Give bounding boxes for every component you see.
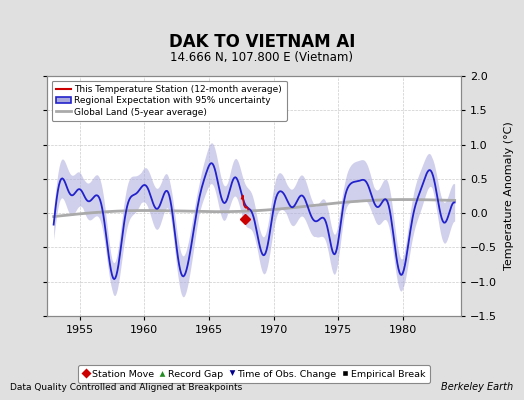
Text: Data Quality Controlled and Aligned at Breakpoints: Data Quality Controlled and Aligned at B… — [10, 383, 243, 392]
Text: DAK TO VIETNAM AI: DAK TO VIETNAM AI — [169, 33, 355, 51]
Text: 14.666 N, 107.800 E (Vietnam): 14.666 N, 107.800 E (Vietnam) — [170, 52, 354, 64]
Text: Berkeley Earth: Berkeley Earth — [441, 382, 514, 392]
Y-axis label: Temperature Anomaly (°C): Temperature Anomaly (°C) — [504, 122, 514, 270]
Legend: Station Move, Record Gap, Time of Obs. Change, Empirical Break: Station Move, Record Gap, Time of Obs. C… — [79, 365, 430, 383]
